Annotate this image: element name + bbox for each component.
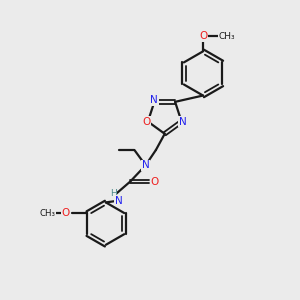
Text: CH₃: CH₃ <box>40 208 56 217</box>
Text: O: O <box>142 117 151 127</box>
Text: H: H <box>110 189 117 198</box>
Text: O: O <box>150 176 158 187</box>
Text: N: N <box>115 196 122 206</box>
Text: O: O <box>199 31 207 41</box>
Text: O: O <box>61 208 70 218</box>
Text: N: N <box>179 117 187 127</box>
Text: N: N <box>151 95 158 105</box>
Text: CH₃: CH₃ <box>218 32 235 40</box>
Text: N: N <box>142 160 149 170</box>
